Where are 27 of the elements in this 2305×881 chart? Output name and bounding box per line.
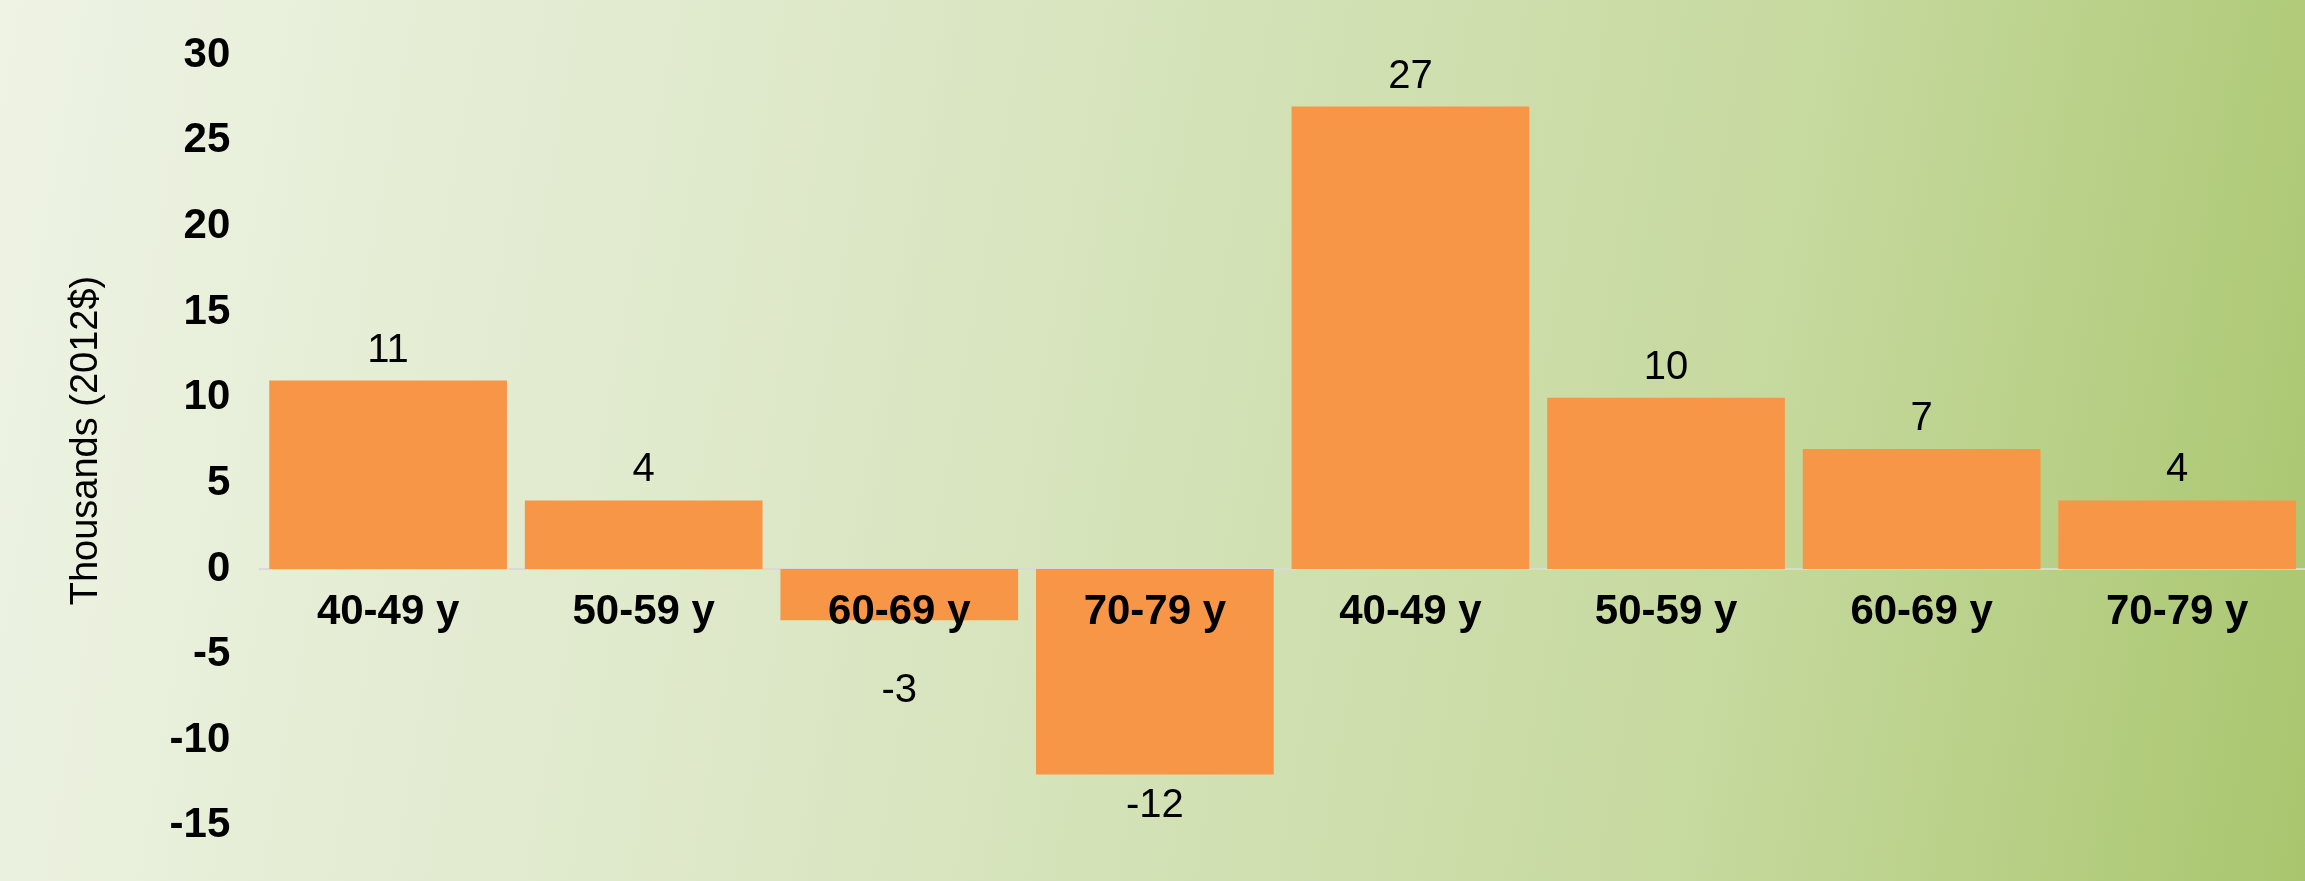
x-tick-label: 40-49 y [316,585,460,633]
data-label: 11 [367,325,409,370]
data-label: 10 [1643,342,1689,387]
x-tick-label: 70-79 y [1083,585,1227,633]
data-label: 7 [1910,394,1933,439]
data-label: 27 [1388,51,1433,96]
y-tick-label: 15 [183,285,231,333]
y-tick-label: -15 [169,799,231,847]
data-label: 4 [2166,445,2189,490]
y-axis-title: Thousands (2012$) [63,275,106,606]
y-tick-label: -5 [192,628,231,676]
x-tick-label: 60-69 y [1850,585,1994,633]
data-label: -12 [1125,781,1184,826]
y-tick-label: 5 [206,456,231,504]
y-tick-label: 30 [183,28,231,76]
data-label: -3 [881,665,918,710]
x-tick-label: 50-59 y [1594,585,1738,633]
x-tick-label: 70-79 y [2105,585,2250,633]
y-tick-label: 25 [183,114,231,162]
y-tick-label: 20 [183,200,231,248]
y-tick-label: -10 [169,713,231,761]
x-tick-label: 40-49 y [1339,585,1483,633]
y-tick-label: 0 [206,542,231,590]
data-label: 4 [632,445,655,490]
x-tick-label: 60-69 y [828,585,972,633]
y-tick-label: 10 [183,371,231,419]
x-tick-label: 50-59 y [572,585,716,633]
